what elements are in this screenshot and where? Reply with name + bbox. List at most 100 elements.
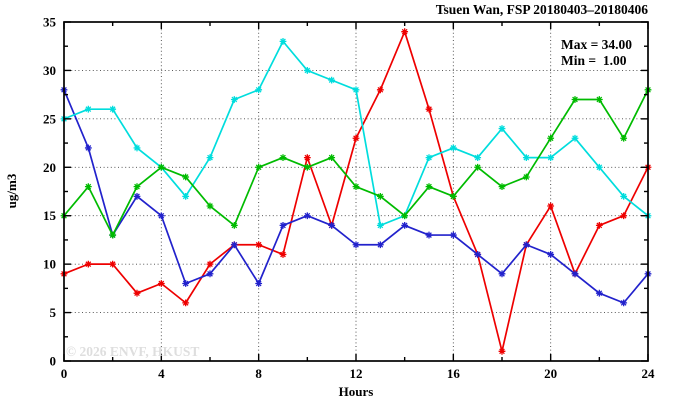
data-point-marker <box>425 105 433 113</box>
data-point-marker <box>255 163 263 171</box>
series-green <box>60 86 652 239</box>
data-point-marker <box>352 241 360 249</box>
chart-title: Tsuen Wan, FSP 20180403–20180406 <box>436 2 649 17</box>
data-point-marker <box>547 202 555 210</box>
data-point-marker <box>157 163 165 171</box>
data-point-marker <box>109 231 117 239</box>
data-point-marker <box>376 241 384 249</box>
y-tick-label: 25 <box>43 111 57 126</box>
data-point-marker <box>279 154 287 161</box>
data-point-marker <box>498 347 506 355</box>
data-point-marker <box>109 105 117 113</box>
data-point-marker <box>133 289 141 297</box>
data-point-marker <box>449 192 457 200</box>
data-point-marker <box>547 134 555 142</box>
data-point-marker <box>376 192 384 200</box>
y-tick-label: 5 <box>50 305 57 320</box>
y-tick-label: 10 <box>43 257 56 272</box>
data-point-marker <box>571 134 579 142</box>
y-axis-label: ug/m3 <box>4 173 19 208</box>
data-point-marker <box>449 231 457 239</box>
data-point-marker <box>595 289 603 297</box>
data-point-marker <box>401 28 409 36</box>
data-point-marker <box>474 163 482 171</box>
x-tick-label: 0 <box>61 366 68 381</box>
y-tick-label: 20 <box>43 160 56 175</box>
data-point-marker <box>279 251 287 258</box>
data-point-marker <box>401 212 409 220</box>
data-point-marker <box>255 241 263 249</box>
data-point-marker <box>279 37 287 45</box>
y-tick-label: 30 <box>43 63 56 78</box>
data-point-marker <box>401 222 409 229</box>
x-tick-label: 16 <box>447 366 461 381</box>
data-point-marker <box>547 251 555 258</box>
data-point-marker <box>230 241 238 249</box>
data-point-marker <box>230 222 238 229</box>
data-point-marker <box>522 173 530 181</box>
data-point-marker <box>206 270 214 278</box>
data-point-marker <box>328 76 336 84</box>
data-point-marker <box>620 299 628 307</box>
data-point-marker <box>571 96 579 103</box>
data-point-marker <box>620 134 628 142</box>
data-point-marker <box>474 251 482 258</box>
y-tick-label: 15 <box>43 208 57 223</box>
data-point-marker <box>474 154 482 161</box>
data-point-marker <box>84 105 92 113</box>
x-tick-label: 12 <box>350 366 363 381</box>
data-point-marker <box>425 183 433 191</box>
data-point-marker <box>109 260 117 268</box>
data-point-marker <box>425 231 433 239</box>
y-tick-label: 0 <box>50 354 57 369</box>
data-point-marker <box>279 222 287 229</box>
data-point-marker <box>498 270 506 278</box>
data-point-marker <box>376 222 384 229</box>
data-point-marker <box>303 154 311 161</box>
x-tick-label: 8 <box>255 366 262 381</box>
x-axis-label: Hours <box>339 384 374 399</box>
data-point-marker <box>595 163 603 171</box>
data-point-marker <box>206 202 214 210</box>
data-point-marker <box>303 67 311 74</box>
data-point-marker <box>498 183 506 191</box>
data-point-marker <box>352 86 360 94</box>
data-point-marker <box>620 192 628 200</box>
data-point-marker <box>182 192 190 200</box>
data-point-marker <box>230 96 238 103</box>
plot-area: 0 5 10 15 20 25 30 35 0 4 8 12 16 20 24 <box>43 15 655 382</box>
data-point-marker <box>328 154 336 161</box>
data-point-marker <box>595 96 603 103</box>
data-point-marker <box>376 86 384 94</box>
data-point-marker <box>352 183 360 191</box>
data-point-marker <box>547 154 555 161</box>
data-point-marker <box>620 212 628 220</box>
data-point-marker <box>157 280 165 287</box>
data-point-marker <box>206 260 214 268</box>
data-point-marker <box>328 222 336 229</box>
x-tick-label: 4 <box>158 366 165 381</box>
x-tick-label: 20 <box>544 366 557 381</box>
data-point-marker <box>133 183 141 191</box>
watermark: © 2026 ENVF, HKUST <box>66 344 199 359</box>
data-point-marker <box>571 270 579 278</box>
data-point-marker <box>522 241 530 249</box>
data-point-marker <box>255 86 263 94</box>
data-point-marker <box>303 212 311 220</box>
data-point-marker <box>84 260 92 268</box>
data-point-marker <box>84 183 92 191</box>
data-point-marker <box>182 280 190 287</box>
data-point-marker <box>595 222 603 229</box>
data-point-marker <box>352 134 360 142</box>
x-tick-label: 24 <box>642 366 656 381</box>
legend-min-value: Min = 1.00 <box>561 53 627 68</box>
data-point-marker <box>133 192 141 200</box>
data-point-marker <box>498 125 506 132</box>
data-point-marker <box>255 280 263 287</box>
data-point-marker <box>449 144 457 152</box>
y-tick-label: 35 <box>43 15 57 30</box>
data-point-marker <box>303 163 311 171</box>
data-point-marker <box>522 154 530 161</box>
